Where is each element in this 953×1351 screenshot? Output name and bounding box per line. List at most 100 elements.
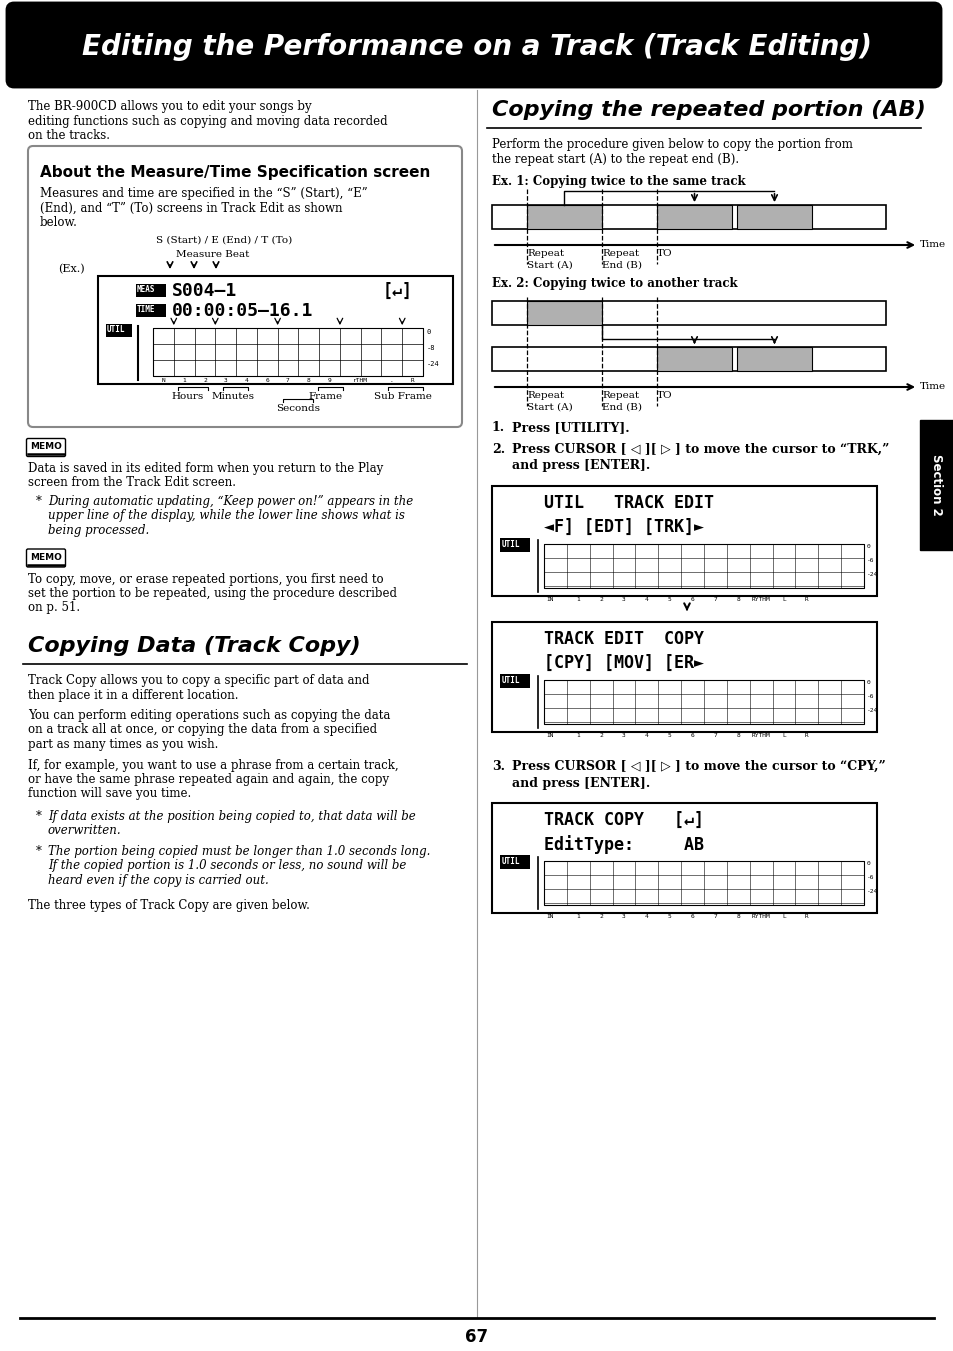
Text: (End), and “T” (To) screens in Track Edit as shown: (End), and “T” (To) screens in Track Edi… <box>40 201 342 215</box>
Text: RYTHM: RYTHM <box>751 597 770 603</box>
Text: About the Measure/Time Specification screen: About the Measure/Time Specification scr… <box>40 165 430 180</box>
Text: 1: 1 <box>576 597 579 603</box>
Text: TO: TO <box>657 390 672 400</box>
Bar <box>152 328 422 376</box>
Text: on the tracks.: on the tracks. <box>28 128 110 142</box>
Text: and press [ENTER].: and press [ENTER]. <box>512 459 650 473</box>
Text: part as many times as you wish.: part as many times as you wish. <box>28 738 218 751</box>
Text: 2: 2 <box>203 378 207 382</box>
Text: Press [UTILITY].: Press [UTILITY]. <box>512 422 629 434</box>
Text: If the copied portion is 1.0 seconds or less, no sound will be: If the copied portion is 1.0 seconds or … <box>48 859 406 873</box>
Text: Press CURSOR [ ◁ ][ ▷ ] to move the cursor to “TRK,”: Press CURSOR [ ◁ ][ ▷ ] to move the curs… <box>512 443 888 457</box>
Text: 2: 2 <box>598 734 602 738</box>
Text: Ex. 2: Copying twice to another track: Ex. 2: Copying twice to another track <box>492 277 737 290</box>
Bar <box>106 324 132 336</box>
Text: If, for example, you want to use a phrase from a certain track,: If, for example, you want to use a phras… <box>28 758 398 771</box>
Text: R: R <box>411 378 414 382</box>
Text: 7: 7 <box>713 597 717 603</box>
Text: S004—1: S004—1 <box>172 282 237 300</box>
Text: 00:00:05–16.1: 00:00:05–16.1 <box>172 303 313 320</box>
Bar <box>492 301 885 326</box>
Bar <box>543 544 863 588</box>
Text: being processed.: being processed. <box>48 524 149 536</box>
Text: End (B): End (B) <box>601 261 641 270</box>
Text: You can perform editing operations such as copying the data: You can perform editing operations such … <box>28 709 390 721</box>
Text: set the portion to be repeated, using the procedure described: set the portion to be repeated, using th… <box>28 586 396 600</box>
Text: Track Copy allows you to copy a specific part of data and: Track Copy allows you to copy a specific… <box>28 674 369 688</box>
Text: *: * <box>36 844 42 858</box>
Bar <box>657 205 731 230</box>
Text: 8: 8 <box>736 734 740 738</box>
Text: on p. 51.: on p. 51. <box>28 601 80 615</box>
Bar <box>737 347 811 372</box>
Text: 7: 7 <box>713 915 717 919</box>
Text: UTIL   TRACK EDIT: UTIL TRACK EDIT <box>543 494 713 512</box>
Bar <box>136 284 166 297</box>
Text: 1: 1 <box>182 378 186 382</box>
Text: 9: 9 <box>327 378 331 382</box>
Bar <box>657 347 731 372</box>
Text: Repeat: Repeat <box>601 249 639 258</box>
Text: below.: below. <box>40 216 78 230</box>
Text: -6: -6 <box>866 558 874 563</box>
Text: Measures and time are specified in the “S” (Start), “E”: Measures and time are specified in the “… <box>40 186 367 200</box>
Text: 1.: 1. <box>492 422 504 434</box>
Text: Perform the procedure given below to copy the portion from: Perform the procedure given below to cop… <box>492 138 852 151</box>
Text: Press CURSOR [ ◁ ][ ▷ ] to move the cursor to “CPY,”: Press CURSOR [ ◁ ][ ▷ ] to move the curs… <box>512 761 884 773</box>
Text: ◄F] [EDT] [TRK]►: ◄F] [EDT] [TRK]► <box>543 517 703 536</box>
Text: End (B): End (B) <box>601 403 641 412</box>
FancyBboxPatch shape <box>27 439 66 457</box>
Text: 3: 3 <box>621 734 625 738</box>
Text: MEMO: MEMO <box>30 442 62 451</box>
Text: 8: 8 <box>736 597 740 603</box>
Text: TRACK EDIT  COPY: TRACK EDIT COPY <box>543 630 703 648</box>
Text: R: R <box>804 915 808 919</box>
Text: UTIL: UTIL <box>107 326 126 334</box>
Text: 3.: 3. <box>492 761 504 773</box>
Text: Copying the repeated portion (AB): Copying the repeated portion (AB) <box>492 100 924 120</box>
Text: Frame: Frame <box>309 392 343 401</box>
Bar <box>526 301 601 326</box>
Text: .: . <box>390 378 394 382</box>
Text: L: L <box>781 597 785 603</box>
Text: (Ex.): (Ex.) <box>58 263 85 274</box>
Text: R: R <box>804 597 808 603</box>
Text: Time: Time <box>919 240 945 249</box>
Text: 0: 0 <box>866 544 870 549</box>
Text: Hours: Hours <box>172 392 204 401</box>
Bar <box>526 205 601 230</box>
Bar <box>136 304 166 317</box>
Text: UTIL: UTIL <box>501 540 520 549</box>
Text: The BR-900CD allows you to edit your songs by: The BR-900CD allows you to edit your son… <box>28 100 312 113</box>
Text: the repeat start (A) to the repeat end (B).: the repeat start (A) to the repeat end (… <box>492 153 739 166</box>
Text: upper line of the display, while the lower line shows what is: upper line of the display, while the low… <box>48 509 404 523</box>
Text: To copy, move, or erase repeated portions, you first need to: To copy, move, or erase repeated portion… <box>28 573 383 585</box>
Text: *: * <box>36 811 42 823</box>
Text: 8: 8 <box>736 915 740 919</box>
Text: 3: 3 <box>621 915 625 919</box>
Text: Repeat: Repeat <box>526 390 563 400</box>
Text: R: R <box>804 734 808 738</box>
Text: MEAS: MEAS <box>137 285 155 295</box>
Bar <box>737 205 811 230</box>
Text: RYTHM: RYTHM <box>751 734 770 738</box>
Text: RYTHM: RYTHM <box>751 915 770 919</box>
Text: Start (A): Start (A) <box>526 261 572 270</box>
Bar <box>919 420 953 550</box>
Bar <box>492 621 876 732</box>
FancyBboxPatch shape <box>28 146 461 427</box>
Text: 2: 2 <box>598 597 602 603</box>
Text: The portion being copied must be longer than 1.0 seconds long.: The portion being copied must be longer … <box>48 844 430 858</box>
Text: 7: 7 <box>286 378 290 382</box>
Bar <box>543 861 863 905</box>
Text: 0: 0 <box>866 861 870 866</box>
Text: 5: 5 <box>667 915 671 919</box>
Text: L: L <box>781 734 785 738</box>
Text: Section 2: Section 2 <box>929 454 943 516</box>
Text: 0: 0 <box>866 680 870 685</box>
Text: 6: 6 <box>690 915 694 919</box>
Text: 3: 3 <box>224 378 228 382</box>
Bar <box>499 855 530 869</box>
Text: IN: IN <box>546 915 553 919</box>
Text: 5: 5 <box>667 597 671 603</box>
